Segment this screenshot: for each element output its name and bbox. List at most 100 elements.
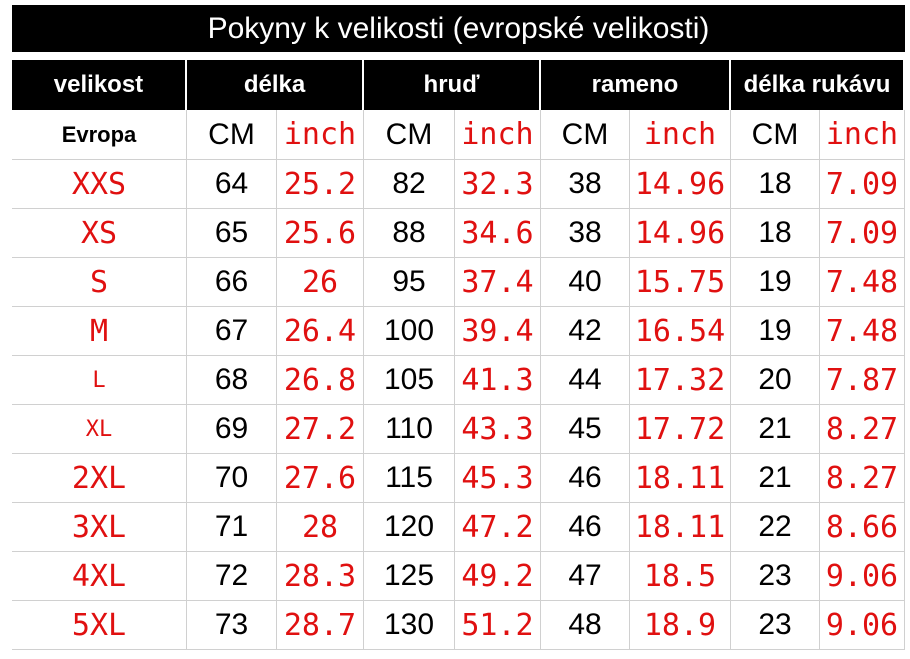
value-cell: 46 xyxy=(541,503,630,552)
value-cell: 7.48 xyxy=(820,307,905,356)
value-cell: 73 xyxy=(187,601,277,650)
value-cell: 7.09 xyxy=(820,160,905,209)
subheader-cell: inch xyxy=(455,110,541,160)
value-cell: 20 xyxy=(731,356,820,405)
value-cell: 66 xyxy=(187,258,277,307)
value-cell: 105 xyxy=(364,356,455,405)
value-cell: 27.2 xyxy=(277,405,364,454)
value-cell: 19 xyxy=(731,307,820,356)
value-cell: 18.11 xyxy=(630,454,731,503)
header-cell: hruď xyxy=(364,60,541,110)
value-cell: 67 xyxy=(187,307,277,356)
size-cell: XXS xyxy=(12,160,187,209)
value-cell: 39.4 xyxy=(455,307,541,356)
value-cell: 64 xyxy=(187,160,277,209)
subheader-cell: inch xyxy=(277,110,364,160)
value-cell: 51.2 xyxy=(455,601,541,650)
value-cell: 15.75 xyxy=(630,258,731,307)
value-cell: 46 xyxy=(541,454,630,503)
value-cell: 72 xyxy=(187,552,277,601)
value-cell: 28 xyxy=(277,503,364,552)
value-cell: 95 xyxy=(364,258,455,307)
value-cell: 28.3 xyxy=(277,552,364,601)
value-cell: 45.3 xyxy=(455,454,541,503)
subheader-cell: CM xyxy=(541,110,630,160)
value-cell: 37.4 xyxy=(455,258,541,307)
value-cell: 8.27 xyxy=(820,405,905,454)
value-cell: 115 xyxy=(364,454,455,503)
value-cell: 44 xyxy=(541,356,630,405)
value-cell: 26 xyxy=(277,258,364,307)
value-cell: 7.87 xyxy=(820,356,905,405)
value-cell: 32.3 xyxy=(455,160,541,209)
value-cell: 27.6 xyxy=(277,454,364,503)
value-cell: 130 xyxy=(364,601,455,650)
value-cell: 65 xyxy=(187,209,277,258)
subheader-cell: inch xyxy=(820,110,905,160)
size-cell: XL xyxy=(12,405,187,454)
value-cell: 88 xyxy=(364,209,455,258)
value-cell: 38 xyxy=(541,209,630,258)
value-cell: 26.8 xyxy=(277,356,364,405)
value-cell: 42 xyxy=(541,307,630,356)
header-cell: velikost xyxy=(12,60,187,110)
value-cell: 40 xyxy=(541,258,630,307)
value-cell: 25.6 xyxy=(277,209,364,258)
value-cell: 120 xyxy=(364,503,455,552)
value-cell: 69 xyxy=(187,405,277,454)
size-cell: M xyxy=(12,307,187,356)
value-cell: 8.66 xyxy=(820,503,905,552)
value-cell: 9.06 xyxy=(820,552,905,601)
header-cell: délka rukávu xyxy=(731,60,905,110)
value-cell: 49.2 xyxy=(455,552,541,601)
value-cell: 21 xyxy=(731,454,820,503)
value-cell: 70 xyxy=(187,454,277,503)
value-cell: 45 xyxy=(541,405,630,454)
value-cell: 8.27 xyxy=(820,454,905,503)
value-cell: 28.7 xyxy=(277,601,364,650)
value-cell: 47 xyxy=(541,552,630,601)
value-cell: 21 xyxy=(731,405,820,454)
size-cell: S xyxy=(12,258,187,307)
value-cell: 19 xyxy=(731,258,820,307)
size-cell: XS xyxy=(12,209,187,258)
value-cell: 48 xyxy=(541,601,630,650)
value-cell: 41.3 xyxy=(455,356,541,405)
value-cell: 23 xyxy=(731,552,820,601)
value-cell: 110 xyxy=(364,405,455,454)
subheader-cell: CM xyxy=(364,110,455,160)
value-cell: 14.96 xyxy=(630,209,731,258)
value-cell: 68 xyxy=(187,356,277,405)
value-cell: 18 xyxy=(731,160,820,209)
header-cell: rameno xyxy=(541,60,731,110)
header-cell: délka xyxy=(187,60,364,110)
value-cell: 26.4 xyxy=(277,307,364,356)
value-cell: 25.2 xyxy=(277,160,364,209)
value-cell: 100 xyxy=(364,307,455,356)
size-cell: 5XL xyxy=(12,601,187,650)
value-cell: 18.9 xyxy=(630,601,731,650)
value-cell: 38 xyxy=(541,160,630,209)
subheader-cell: Evropa xyxy=(12,110,187,160)
value-cell: 14.96 xyxy=(630,160,731,209)
value-cell: 34.6 xyxy=(455,209,541,258)
value-cell: 18 xyxy=(731,209,820,258)
value-cell: 16.54 xyxy=(630,307,731,356)
value-cell: 71 xyxy=(187,503,277,552)
value-cell: 47.2 xyxy=(455,503,541,552)
size-cell: 2XL xyxy=(12,454,187,503)
value-cell: 17.72 xyxy=(630,405,731,454)
value-cell: 17.32 xyxy=(630,356,731,405)
subheader-cell: inch xyxy=(630,110,731,160)
subheader-cell: CM xyxy=(731,110,820,160)
value-cell: 82 xyxy=(364,160,455,209)
value-cell: 7.09 xyxy=(820,209,905,258)
size-cell: 4XL xyxy=(12,552,187,601)
value-cell: 18.11 xyxy=(630,503,731,552)
subheader-cell: CM xyxy=(187,110,277,160)
value-cell: 23 xyxy=(731,601,820,650)
value-cell: 22 xyxy=(731,503,820,552)
value-cell: 18.5 xyxy=(630,552,731,601)
value-cell: 7.48 xyxy=(820,258,905,307)
